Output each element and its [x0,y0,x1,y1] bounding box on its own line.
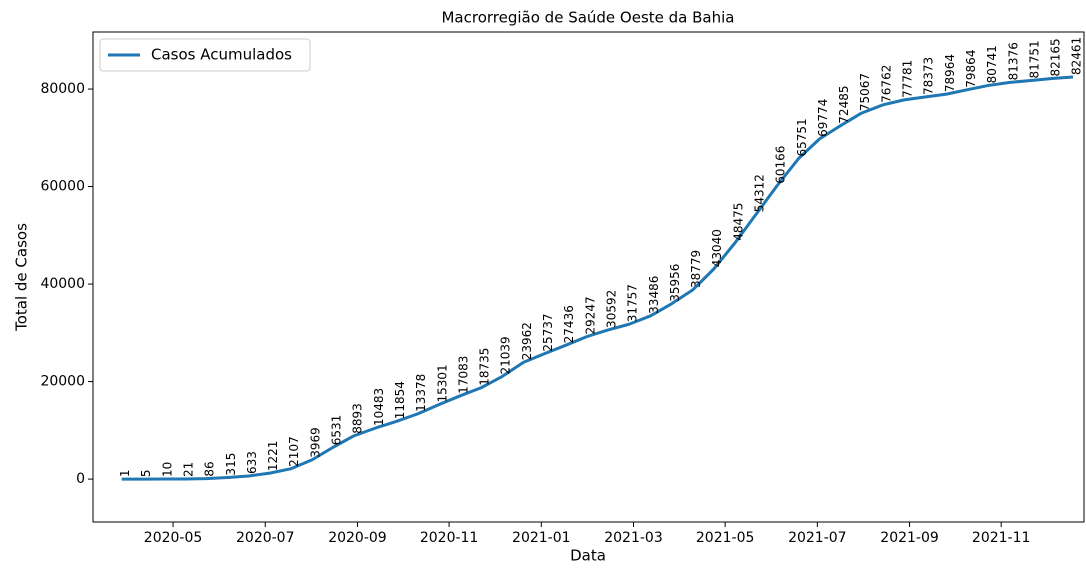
value-label: 27436 [562,305,576,343]
value-label: 6531 [330,415,344,446]
value-label: 29247 [584,296,598,334]
value-label: 25737 [541,313,555,351]
x-tick-label: 2020-11 [420,530,479,546]
value-label: 23962 [520,322,534,360]
legend-label: Casos Acumulados [151,46,292,64]
value-label: 76762 [880,65,894,103]
value-label: 54312 [753,174,767,212]
value-label: 81376 [1007,42,1021,80]
x-axis-label: Data [570,547,606,565]
value-label: 5 [139,469,153,477]
data-line [121,75,1074,481]
legend-box [99,38,311,72]
x-tick-label: 2021-03 [604,530,663,546]
value-label: 82461 [1069,37,1083,75]
x-tick-label: 2021-05 [696,530,755,546]
y-axis-label: Total de Casos [13,223,31,332]
value-label: 21039 [499,336,513,374]
x-tick-label: 2021-07 [788,530,847,546]
value-label: 10483 [372,388,386,426]
y-tick-label: 80000 [40,81,85,97]
x-tick-label: 2021-09 [880,530,939,546]
value-label: 79864 [964,50,978,88]
value-label: 10 [161,462,175,477]
value-label: 78373 [921,57,935,95]
value-label: 633 [245,451,259,474]
value-label: 82165 [1048,38,1062,76]
value-label: 75067 [858,73,872,111]
value-label: 30592 [605,290,619,328]
value-label: 35956 [668,264,682,302]
value-label: 31757 [626,284,640,322]
y-tick-label: 60000 [40,179,85,195]
value-label: 65751 [795,118,809,156]
value-label: 3969 [309,427,323,458]
y-tick-label: 40000 [40,276,85,292]
value-label: 1 [118,469,132,477]
x-tick-label: 2020-09 [328,530,387,546]
x-tick-label: 2020-05 [144,530,203,546]
value-label: 69774 [816,99,830,137]
value-label: 2107 [287,436,301,467]
value-label: 80741 [985,45,999,83]
value-label: 18735 [478,348,492,386]
value-label: 17083 [457,356,471,394]
y-tick-label: 20000 [40,374,85,390]
value-label: 78964 [943,54,957,92]
value-label: 48475 [732,203,746,241]
value-label: 43040 [710,229,724,267]
value-label: 86 [203,461,217,476]
value-label: 33486 [647,276,661,314]
x-tick-label: 2020-07 [236,530,295,546]
value-label: 15301 [436,364,450,402]
value-label: 72485 [837,85,851,123]
x-tick-label: 2021-01 [512,530,571,546]
value-label: 13378 [414,374,428,412]
value-label: 38779 [689,250,703,288]
plot-frame [92,31,1085,523]
value-label: 8893 [351,403,365,434]
value-label: 21 [182,462,196,477]
chart-title: Macrorregião de Saúde Oeste da Bahia [441,9,734,27]
x-tick-label: 2021-11 [972,530,1031,546]
value-label: 1221 [266,441,280,472]
value-label: 315 [224,453,238,476]
value-label: 77781 [901,60,915,98]
value-label: 60166 [774,146,788,184]
y-tick-label: 0 [76,471,85,487]
value-label: 81751 [1027,40,1041,78]
value-label: 11854 [393,381,407,419]
